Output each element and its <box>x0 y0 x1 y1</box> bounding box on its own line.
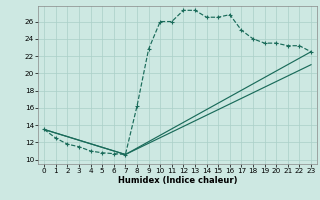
X-axis label: Humidex (Indice chaleur): Humidex (Indice chaleur) <box>118 176 237 185</box>
